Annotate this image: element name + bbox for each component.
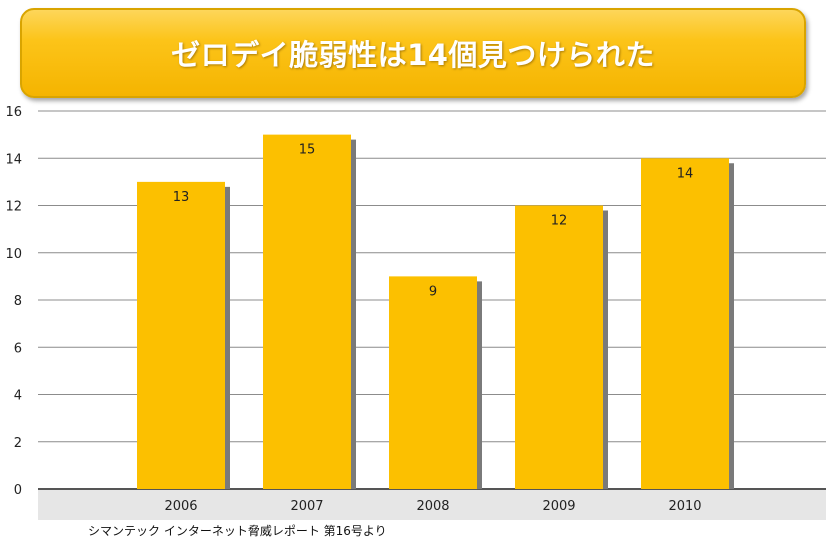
- bar: [263, 134, 351, 489]
- data-label: 9: [429, 284, 437, 299]
- y-tick-label: 14: [5, 152, 22, 167]
- x-tick-label: 2008: [416, 499, 449, 514]
- x-tick-label: 2009: [542, 499, 575, 514]
- x-tick-label: 2010: [668, 499, 701, 514]
- data-label: 13: [173, 190, 190, 205]
- title-banner: ゼロデイ脆弱性は14個見つけられた: [20, 8, 806, 98]
- bar: [137, 181, 225, 489]
- x-tick-label: 2007: [290, 499, 323, 514]
- data-label: 14: [677, 166, 694, 181]
- bar-chart: 0 2 4 6 8 10 12 14 16 13 2006 15 2007 9 2008 12 2009 14 20…: [5, 105, 826, 520]
- y-tick-label: 16: [5, 105, 22, 120]
- y-tick-label: 10: [5, 247, 22, 262]
- data-label: 12: [551, 214, 568, 229]
- y-tick-label: 4: [14, 389, 22, 404]
- y-tick-label: 0: [14, 483, 22, 498]
- chart-title: ゼロデイ脆弱性は14個見つけられた: [171, 38, 655, 72]
- bar: [389, 276, 477, 489]
- y-tick-label: 8: [14, 294, 22, 309]
- data-label: 15: [299, 143, 316, 158]
- x-axis-band: [38, 489, 826, 520]
- y-tick-label: 2: [14, 436, 22, 451]
- y-tick-label: 6: [14, 341, 22, 356]
- x-tick-label: 2006: [164, 499, 197, 514]
- source-note: シマンテック インターネット脅威レポート 第16号より: [88, 524, 387, 538]
- bar: [515, 205, 603, 489]
- y-tick-label: 12: [5, 200, 22, 215]
- bar: [641, 158, 729, 489]
